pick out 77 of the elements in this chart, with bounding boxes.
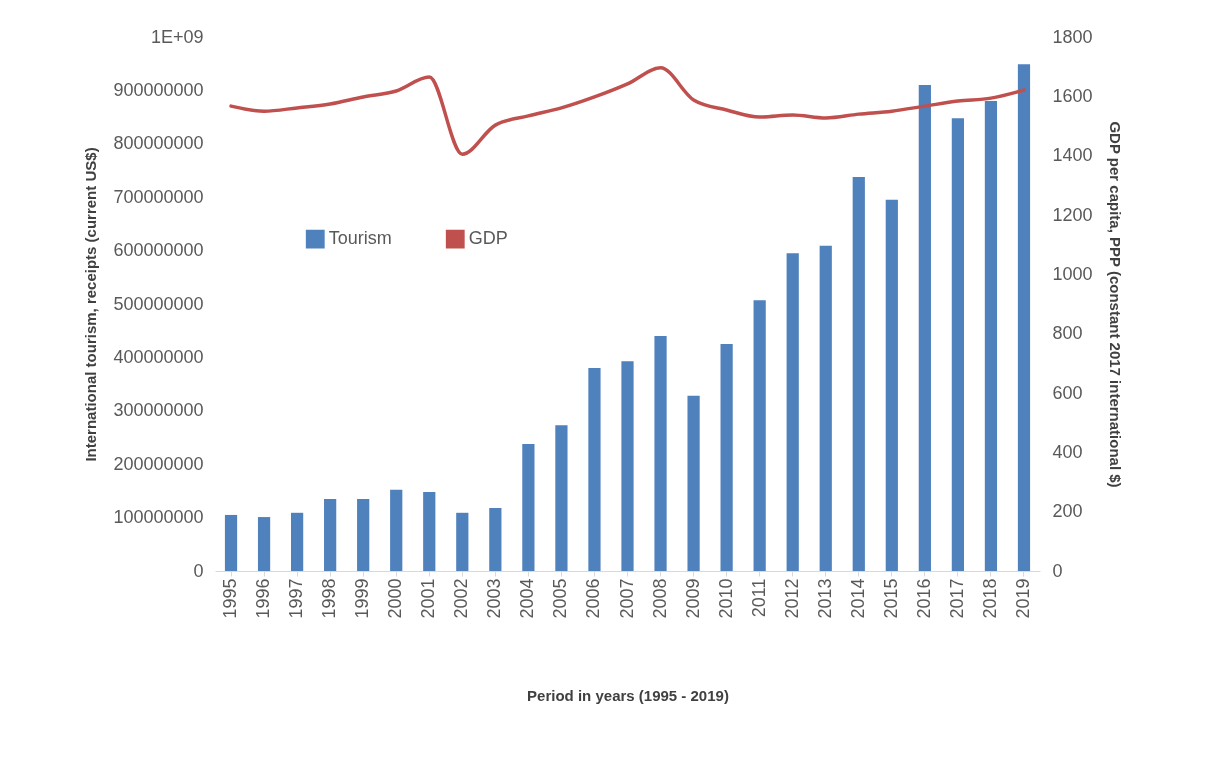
bar [687, 395, 700, 571]
x-tick-label: 2006 [583, 578, 604, 619]
bar [885, 199, 898, 571]
bar [390, 489, 403, 571]
y2-tick-label: 1400 [1052, 145, 1093, 166]
x-tick-label: 2005 [550, 578, 571, 619]
y2-axis-title: GDP per capita, PPP (constant 2017 international $) [1106, 121, 1124, 488]
y2-tick-label: 0 [1052, 560, 1063, 581]
x-tick-label: 2016 [913, 578, 934, 619]
x-tick-label: 2010 [715, 578, 736, 619]
bar [621, 361, 634, 571]
y2-tick-label: 1000 [1052, 263, 1093, 284]
y2-tick-label: 1600 [1052, 85, 1093, 106]
x-tick-label: 2008 [649, 578, 670, 619]
bar [588, 368, 601, 571]
x-tick-label: 2002 [451, 578, 472, 619]
bar [654, 336, 667, 571]
legend-label: GDP [468, 228, 508, 249]
legend-label: Tourism [328, 228, 392, 249]
x-tick-label: 2007 [616, 578, 637, 619]
x-tick-label: 1999 [352, 578, 373, 619]
y2-tick-label: 800 [1052, 323, 1083, 344]
x-tick-label: 2004 [517, 578, 538, 619]
x-tick-label: 2018 [979, 578, 1000, 619]
bar [456, 512, 469, 571]
y-tick-label: 900000000 [113, 79, 204, 100]
bar [357, 498, 370, 571]
x-tick-label: 1996 [253, 578, 274, 619]
x-tick-label: 2009 [682, 578, 703, 619]
bar [753, 300, 766, 571]
bar [555, 425, 568, 571]
x-tick-label: 2001 [418, 578, 439, 619]
x-tick-label: 2003 [484, 578, 505, 619]
bar [324, 498, 337, 571]
y2-tick-label: 400 [1052, 441, 1083, 462]
x-tick-label: 2017 [946, 578, 967, 619]
x-tick-label: 2011 [748, 578, 769, 618]
x-tick-label: 1997 [286, 578, 307, 619]
bar [786, 253, 799, 571]
bar [489, 507, 502, 571]
y2-tick-label: 1800 [1052, 26, 1093, 47]
x-tick-label: 2019 [1012, 578, 1033, 619]
bar [951, 118, 965, 571]
y-tick-label: 1E+09 [150, 26, 204, 47]
x-tick-label: 1998 [319, 578, 340, 619]
y2-tick-label: 200 [1052, 501, 1083, 522]
bar [290, 512, 304, 571]
bar [720, 344, 733, 571]
y-tick-label: 700000000 [113, 186, 204, 207]
x-tick-label: 2014 [847, 578, 868, 619]
bar [1017, 64, 1031, 571]
bar [984, 101, 998, 571]
x-tick-label: 2000 [385, 578, 406, 619]
y-tick-label: 100000000 [113, 507, 204, 528]
bar [852, 176, 865, 571]
y-axis-title: International tourism, receipts (current US$) [82, 147, 100, 462]
y-tick-label: 200000000 [113, 453, 204, 474]
bar [423, 491, 436, 571]
bar [224, 514, 238, 571]
x-tick-label: 1995 [220, 578, 241, 619]
line-series [229, 66, 1026, 156]
y2-tick-label: 1200 [1052, 204, 1093, 225]
x-axis-title: Period in years (1995 - 2019) [527, 686, 729, 704]
x-tick-label: 2015 [880, 578, 901, 619]
bar [257, 517, 271, 571]
x-tick-label: 2012 [781, 578, 802, 619]
y-tick-label: 800000000 [113, 133, 204, 154]
bar [522, 443, 535, 571]
y-tick-label: 500000000 [113, 293, 204, 314]
x-tick-label: 2013 [814, 578, 835, 619]
y-tick-label: 0 [193, 560, 204, 581]
bar [819, 245, 832, 571]
y-tick-label: 300000000 [113, 400, 204, 421]
y-tick-label: 400000000 [113, 346, 204, 367]
bar [918, 85, 931, 571]
y2-tick-label: 600 [1052, 382, 1083, 403]
y-tick-label: 600000000 [113, 240, 204, 261]
